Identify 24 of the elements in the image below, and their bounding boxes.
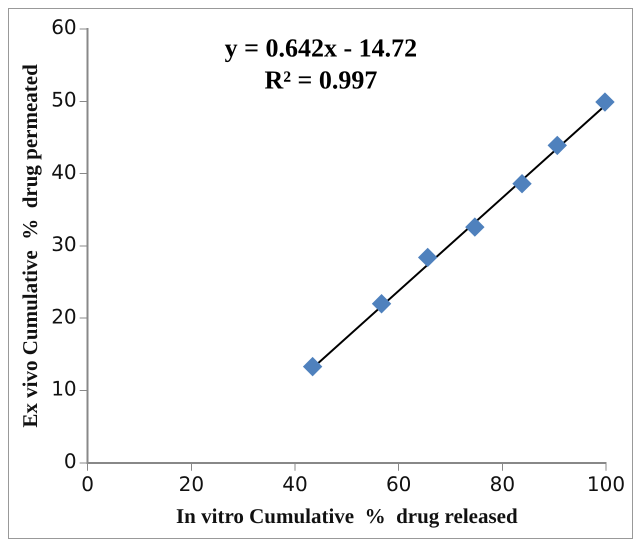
point — [303, 357, 322, 376]
y-tick-label: 30 — [51, 232, 77, 256]
point — [512, 174, 532, 194]
y-tick-label: 0 — [64, 449, 77, 474]
x-tick-label: 20 — [178, 472, 204, 496]
y-tick-label: 10 — [51, 376, 77, 401]
point — [372, 294, 392, 314]
x-tick-label: 40 — [282, 472, 308, 496]
x-axis-title: In vitro Cumulative % drug released — [176, 504, 518, 528]
y-tick-label: 50 — [51, 88, 77, 112]
point — [595, 92, 614, 112]
y-axis-title: Ex vivo Cumulative % drug permeated — [18, 64, 42, 428]
x-tick-label: 60 — [386, 472, 412, 496]
x-tick-label: 0 — [81, 472, 94, 496]
point — [418, 248, 438, 267]
annotation: R² = 0.997 — [264, 66, 378, 95]
annotation: y = 0.642x - 14.72 — [224, 34, 418, 63]
x-tick-label: 100 — [586, 472, 626, 496]
y-tick-label: 60 — [51, 15, 77, 40]
y-tick-label: 20 — [51, 304, 77, 328]
point — [548, 136, 567, 155]
x-tick-label: 80 — [490, 472, 516, 496]
y-tick-label: 40 — [51, 160, 77, 184]
point — [465, 218, 484, 237]
